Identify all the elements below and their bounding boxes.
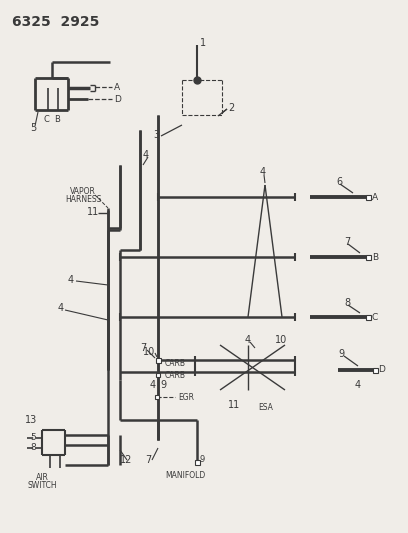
Text: 1: 1 — [200, 38, 206, 48]
Text: SWITCH: SWITCH — [27, 481, 57, 489]
Text: 7: 7 — [344, 237, 350, 247]
Text: 4: 4 — [150, 380, 156, 390]
Text: A: A — [114, 83, 120, 92]
Text: 11: 11 — [87, 207, 99, 217]
Bar — [156, 373, 160, 377]
Bar — [155, 395, 159, 399]
Text: 3: 3 — [153, 130, 159, 140]
Text: 9: 9 — [200, 456, 205, 464]
Text: 7: 7 — [145, 455, 151, 465]
Text: 6: 6 — [336, 177, 342, 187]
Text: 5: 5 — [30, 432, 36, 441]
Text: 12: 12 — [120, 455, 132, 465]
Text: 4: 4 — [245, 335, 251, 345]
Text: MANIFOLD: MANIFOLD — [165, 472, 205, 481]
Text: ESA: ESA — [258, 402, 273, 411]
Text: D: D — [378, 366, 385, 375]
Text: 4: 4 — [68, 275, 74, 285]
Text: C: C — [372, 312, 378, 321]
Bar — [366, 314, 370, 319]
Text: 11: 11 — [228, 400, 240, 410]
Text: B: B — [372, 253, 378, 262]
Text: 8: 8 — [344, 298, 350, 308]
Text: A: A — [372, 192, 378, 201]
Text: 2: 2 — [228, 103, 234, 113]
Text: C: C — [44, 116, 50, 125]
Text: CARB: CARB — [165, 370, 186, 379]
Text: 4: 4 — [143, 150, 149, 160]
Text: EGR: EGR — [178, 393, 194, 402]
Text: VAPOR: VAPOR — [70, 188, 96, 197]
Text: 13: 13 — [25, 415, 37, 425]
Text: 10: 10 — [275, 335, 287, 345]
Bar — [366, 254, 370, 260]
Text: HARNESS: HARNESS — [65, 195, 101, 204]
Text: B: B — [54, 116, 60, 125]
Text: AIR: AIR — [35, 473, 49, 482]
Text: 9: 9 — [338, 349, 344, 359]
Text: 4: 4 — [58, 303, 64, 313]
Text: 5: 5 — [30, 123, 36, 133]
Bar — [155, 358, 160, 362]
Bar — [195, 459, 200, 464]
Bar — [366, 195, 370, 199]
Text: 8: 8 — [30, 443, 36, 453]
Text: 4: 4 — [260, 167, 266, 177]
Text: 6325  2925: 6325 2925 — [12, 15, 100, 29]
Text: 10: 10 — [143, 347, 155, 357]
Text: 4: 4 — [355, 380, 361, 390]
Text: 9: 9 — [160, 380, 166, 390]
Text: 7: 7 — [140, 343, 146, 353]
Bar — [373, 367, 377, 373]
Text: D: D — [114, 94, 121, 103]
Text: CARB: CARB — [165, 359, 186, 367]
